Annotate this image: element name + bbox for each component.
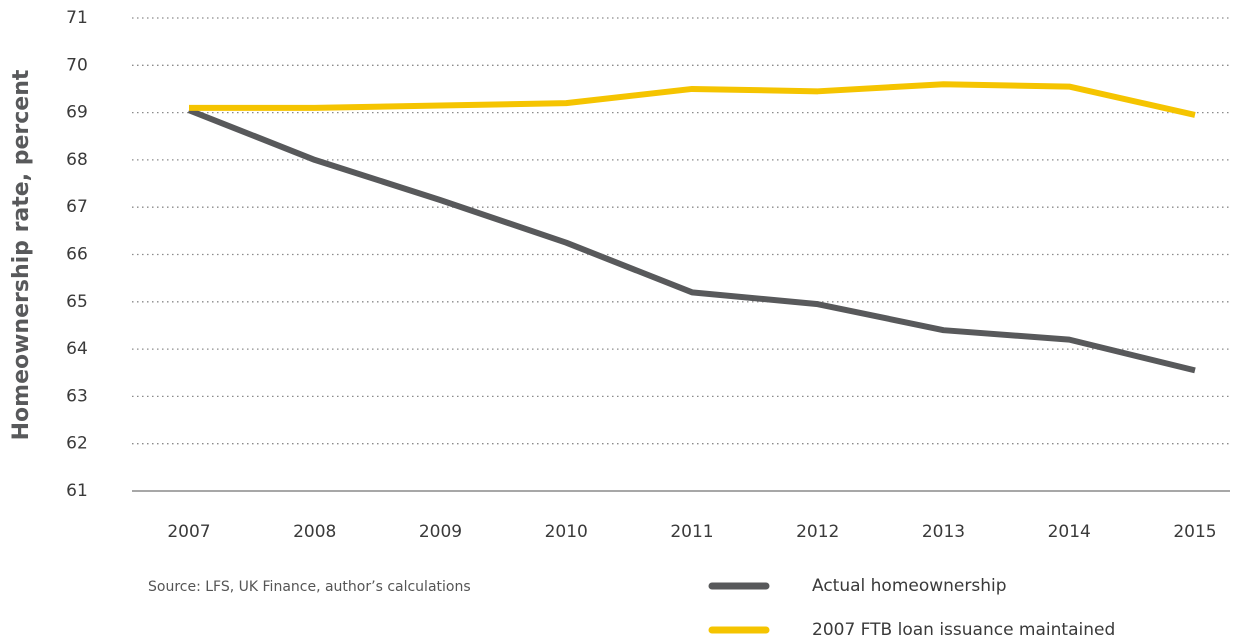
y-tick-label: 63 (66, 386, 88, 406)
x-tick-label: 2014 (1048, 522, 1091, 542)
y-tick-label: 68 (66, 150, 88, 170)
x-tick-label: 2011 (670, 522, 713, 542)
y-tick-label: 65 (66, 292, 88, 312)
x-tick-label: 2007 (167, 522, 210, 542)
y-tick-label: 71 (66, 8, 88, 28)
y-tick-label: 69 (66, 103, 88, 123)
x-tick-label: 2015 (1173, 522, 1216, 542)
y-tick-label: 64 (66, 339, 88, 359)
x-tick-label: 2013 (922, 522, 965, 542)
y-tick-label: 67 (66, 197, 88, 217)
y-tick-label: 62 (66, 434, 88, 454)
y-tick-label: 66 (66, 245, 88, 265)
legend-label: Actual homeownership (812, 576, 1007, 596)
x-tick-label: 2012 (796, 522, 839, 542)
x-tick-label: 2010 (545, 522, 588, 542)
y-axis-label: Homeownership rate, percent (9, 69, 34, 440)
x-tick-label: 2008 (293, 522, 336, 542)
y-tick-label: 61 (66, 481, 88, 501)
series-line (189, 81, 1196, 118)
y-tick-label: 70 (66, 55, 88, 75)
source-note: Source: LFS, UK Finance, author’s calcul… (148, 579, 471, 595)
series-line (187, 107, 1196, 374)
legend-label: 2007 FTB loan issuance maintained (812, 620, 1115, 640)
x-tick-label: 2009 (419, 522, 462, 542)
